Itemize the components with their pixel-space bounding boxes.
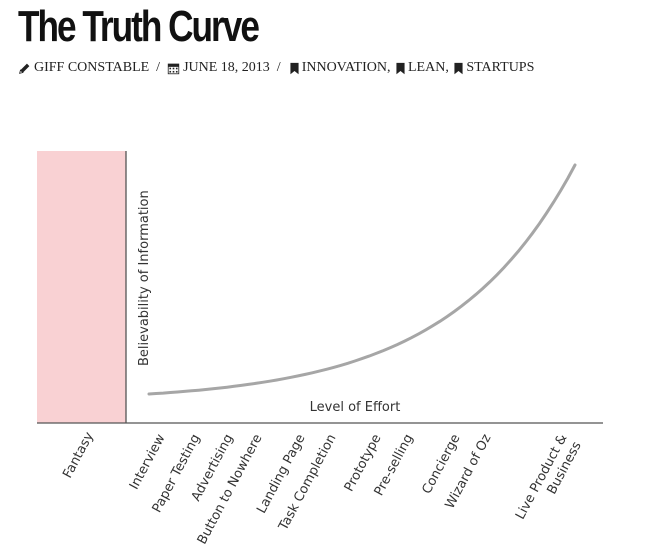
category-separator: , (445, 60, 449, 75)
meta-separator: / (276, 60, 281, 75)
y-axis-label: Believability of Information (137, 190, 152, 366)
category-separator: , (386, 60, 391, 75)
post-date: JUNE 18, 2013 (183, 60, 270, 75)
fantasy-zone (37, 151, 126, 423)
author-link[interactable]: GIFF CONSTABLE (34, 60, 150, 75)
bookmark-icon (396, 62, 405, 74)
category-link-lean[interactable]: LEAN (407, 60, 446, 75)
post-meta: GIFF CONSTABLE / JUNE 18, 2013 / INNOVAT… (18, 59, 534, 77)
calendar-icon (167, 63, 180, 74)
post-title: The Truth Curve (18, 2, 260, 51)
category-link-startups[interactable]: STARTUPS (466, 60, 535, 75)
pencil-icon (19, 63, 30, 74)
bookmark-icon (290, 62, 299, 74)
x-tick-label: Live Product &Business (513, 432, 585, 530)
category-link-innovation[interactable]: INNOVATION (301, 60, 387, 75)
x-tick-label: Task Completion (276, 432, 340, 534)
truth-curve-line (147, 163, 577, 396)
bookmark-icon (454, 62, 463, 74)
x-axis-label: Level of Effort (310, 400, 401, 415)
fantasy-label: Fantasy (60, 429, 97, 480)
meta-separator: / (156, 60, 161, 75)
